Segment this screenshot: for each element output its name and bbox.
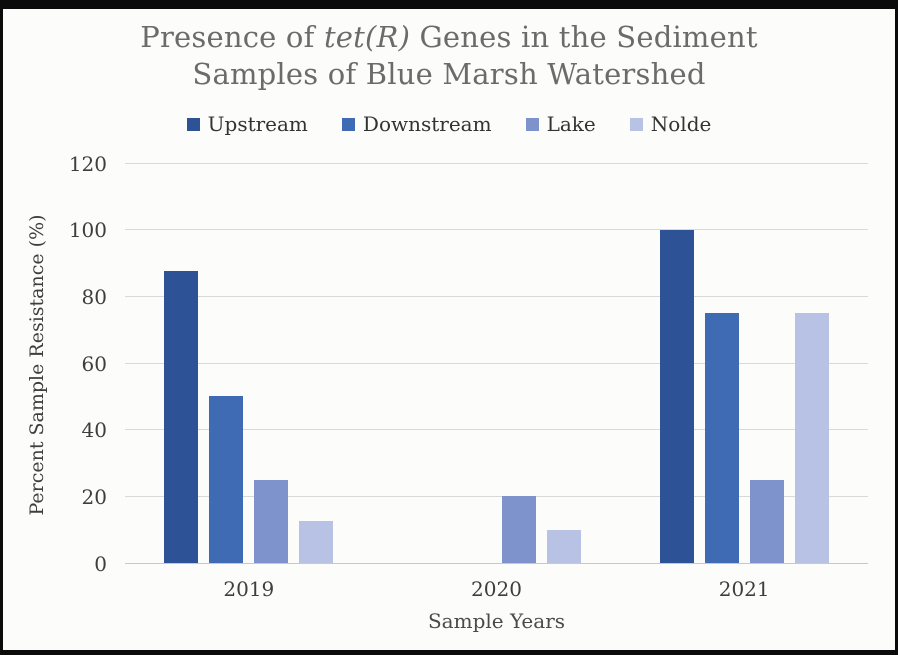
bar-group-2019: 2019 <box>125 163 373 601</box>
bar-upstream-2019 <box>164 271 199 563</box>
gridline-20 <box>125 495 868 497</box>
bar-nolde-2021 <box>794 313 829 563</box>
legend-label: Downstream <box>362 112 492 136</box>
chart-title-suffix: Genes in the Sediment Samples of Blue Ma… <box>192 20 758 91</box>
chart-title: Presence of tet(R) Genes in the Sediment… <box>3 19 895 93</box>
chart-title-prefix: Presence of <box>140 20 324 54</box>
gridline-40 <box>125 429 868 431</box>
x-tick-label-2020: 2020 <box>471 577 522 601</box>
bar-group-2020: 2020 <box>373 163 621 601</box>
y-tick-label-20: 20 <box>81 484 107 509</box>
x-tick-label-2021: 2021 <box>718 577 770 601</box>
y-tick-label-0: 0 <box>94 551 107 576</box>
y-axis-title: Percent Sample Resistance (%) <box>26 214 48 516</box>
gridline-60 <box>125 362 868 364</box>
x-tick-label-2019: 2019 <box>223 577 275 601</box>
x-axis-baseline <box>125 562 868 564</box>
legend-swatch-icon <box>525 117 539 131</box>
legend-item-nolde: Nolde <box>629 112 712 136</box>
plot-area: 2019 2020 2021 0 20 40 60 80 100 120 <box>69 152 868 601</box>
legend-swatch-icon <box>186 117 200 131</box>
y-tick-label-80: 80 <box>81 284 107 309</box>
legend-label: Upstream <box>207 112 308 136</box>
y-tick-label-100: 100 <box>68 218 107 243</box>
legend-label: Nolde <box>650 112 712 136</box>
legend: Upstream Downstream Lake Nolde <box>3 112 895 136</box>
bar-lake-2021 <box>749 479 784 563</box>
x-axis-title: Sample Years <box>427 609 566 633</box>
legend-swatch-icon <box>629 117 643 131</box>
bar-downstream-2021 <box>704 313 739 563</box>
bar-upstream-2021 <box>659 229 694 563</box>
bar-lake-2020 <box>502 496 536 563</box>
gridline-80 <box>125 295 868 297</box>
bar-nolde-2020 <box>547 529 581 563</box>
chart-title-gene-italic: tet(R) <box>323 20 411 54</box>
chart-title-text: Presence of tet(R) Genes in the Sediment… <box>104 19 794 93</box>
bar-group-2021: 2021 <box>620 163 868 601</box>
gridline-100 <box>125 229 868 231</box>
bar-downstream-2019 <box>209 396 244 563</box>
y-tick-label-40: 40 <box>81 418 107 443</box>
legend-item-downstream: Downstream <box>341 112 492 136</box>
legend-item-lake: Lake <box>525 112 596 136</box>
y-tick-label-120: 120 <box>68 151 107 176</box>
legend-label: Lake <box>546 112 596 136</box>
gridline-120 <box>125 162 868 164</box>
bar-groups: 2019 2020 2021 <box>125 163 868 601</box>
y-tick-label-60: 60 <box>81 351 107 376</box>
legend-item-upstream: Upstream <box>186 112 308 136</box>
bar-lake-2019 <box>254 479 289 563</box>
legend-swatch-icon <box>341 117 355 131</box>
bar-nolde-2019 <box>299 521 334 563</box>
